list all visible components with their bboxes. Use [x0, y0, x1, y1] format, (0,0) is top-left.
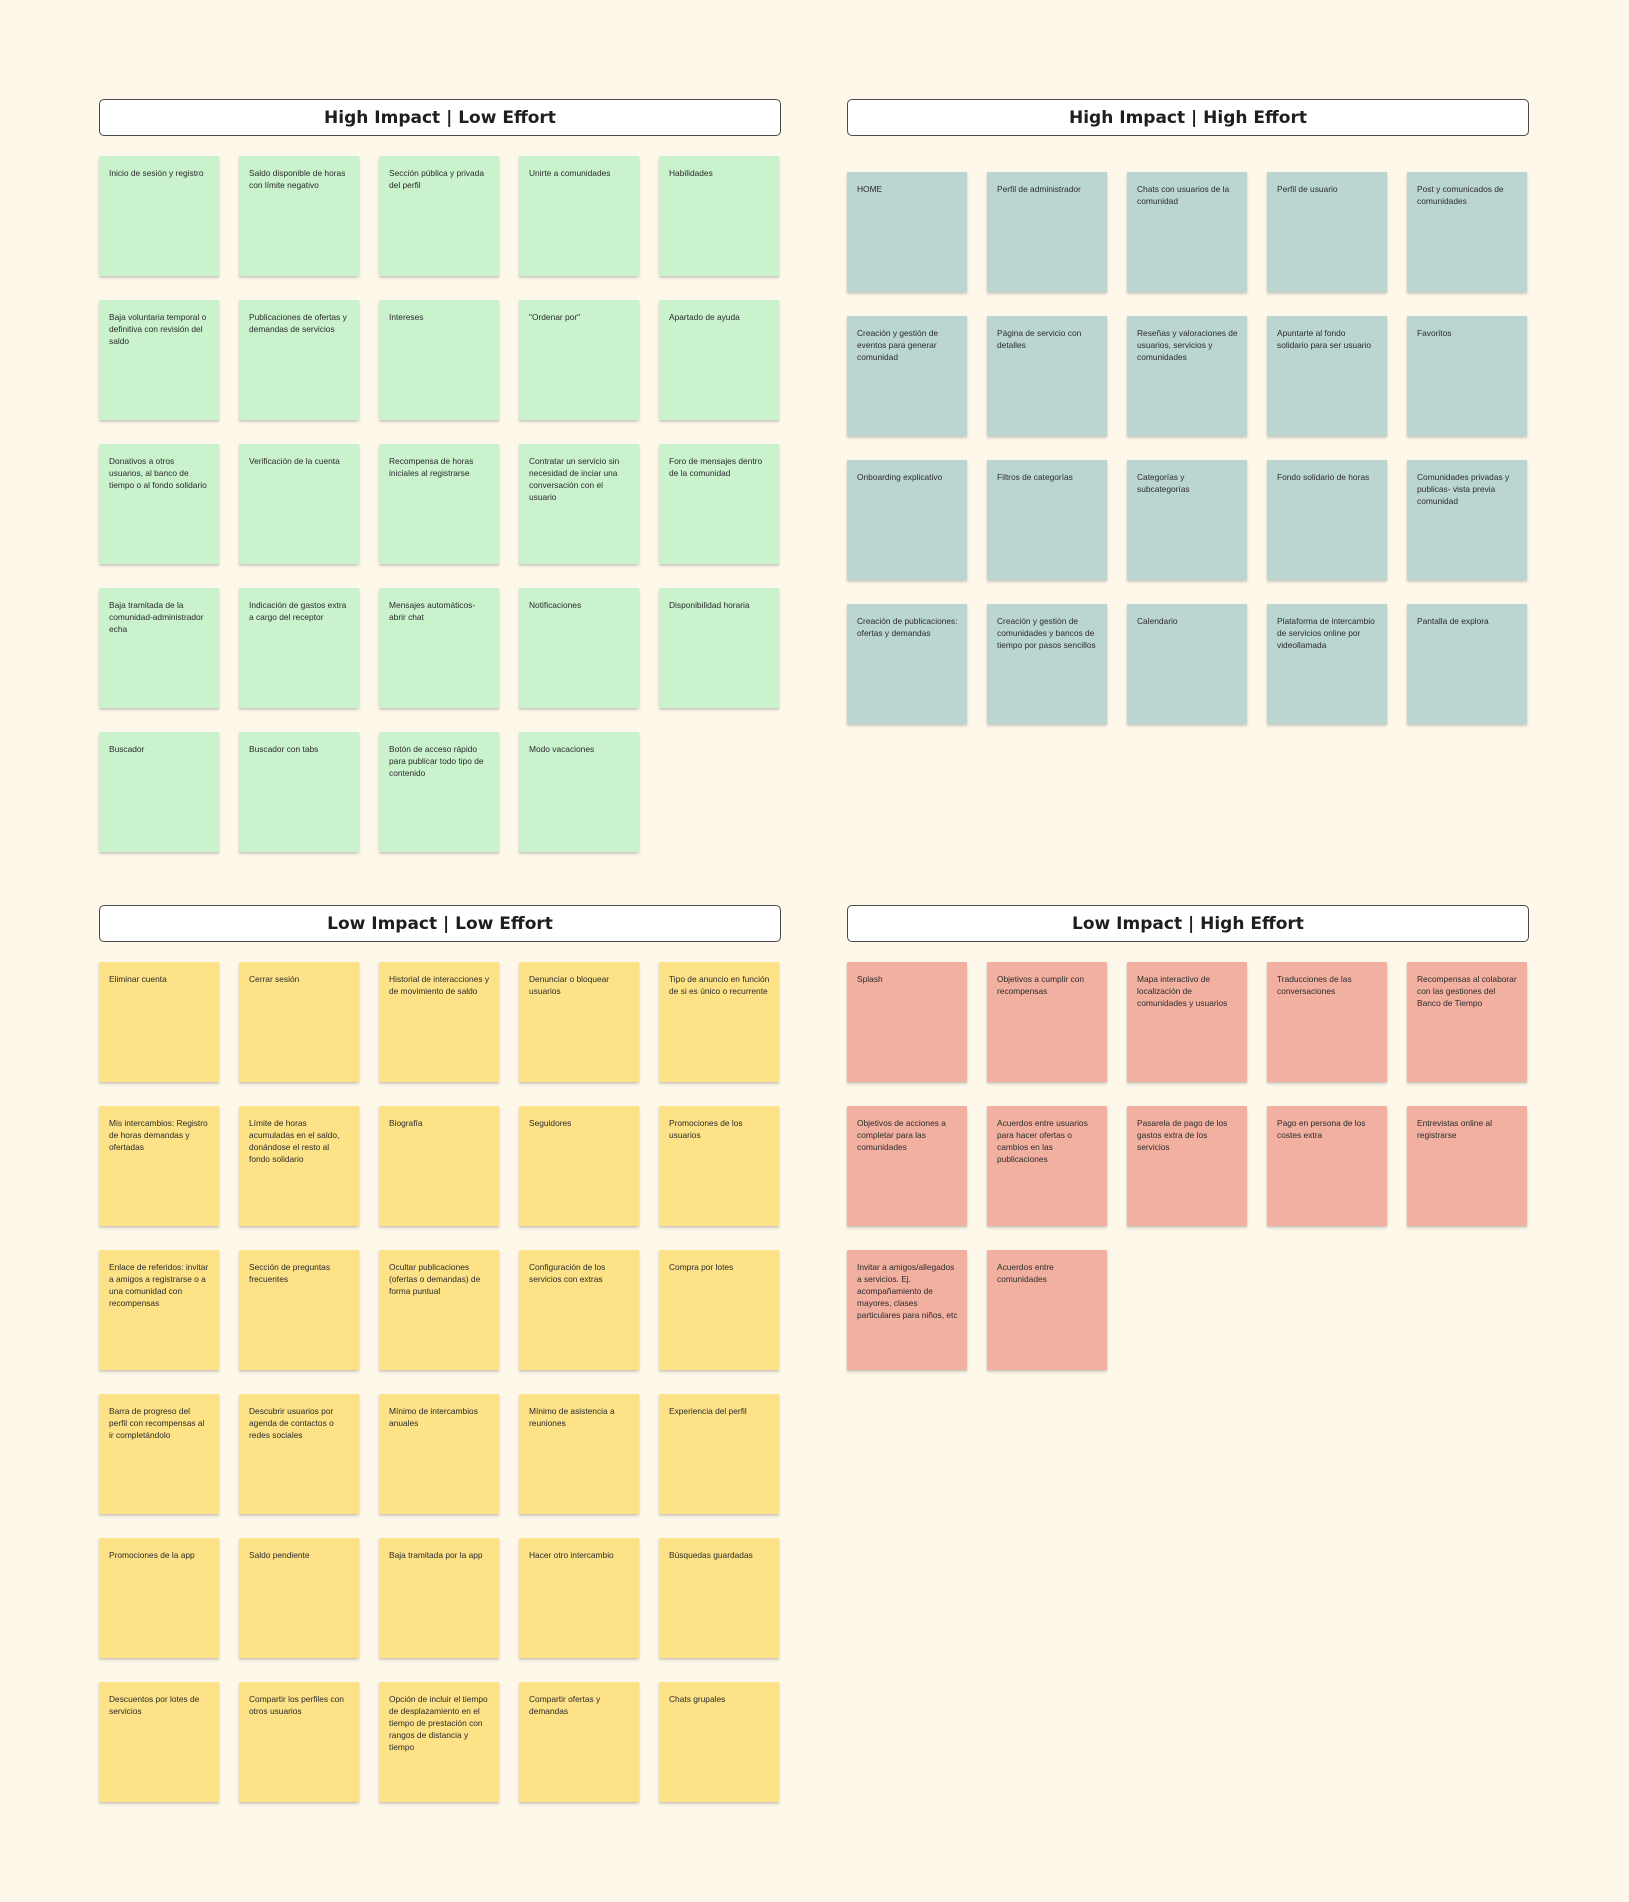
- quadrant-low-impact-high-effort: Low Impact | High Effort Splash Objetivos…: [847, 905, 1529, 1370]
- sticky-note[interactable]: Historial de interacciones y de movimien…: [379, 962, 499, 1082]
- sticky-note[interactable]: Compartir ofertas y demandas: [519, 1682, 639, 1802]
- sticky-note[interactable]: Saldo pendiente: [239, 1538, 359, 1658]
- sticky-note[interactable]: Acuerdos entre comunidades: [987, 1250, 1107, 1370]
- sticky-note[interactable]: Experiencia del perfil: [659, 1394, 779, 1514]
- sticky-note[interactable]: Objetivos de acciones a completar para l…: [847, 1106, 967, 1226]
- sticky-note[interactable]: Reseñas y valoraciones de usuarios, serv…: [1127, 316, 1247, 436]
- sticky-note[interactable]: Promociones de los usuarios: [659, 1106, 779, 1226]
- sticky-note[interactable]: Denunciar o bloquear usuarios: [519, 962, 639, 1082]
- sticky-note-grid: Splash Objetivos a cumplir con recompensa…: [847, 962, 1529, 1370]
- sticky-note[interactable]: Calendario: [1127, 604, 1247, 724]
- sticky-note[interactable]: Publicaciones de ofertas y demandas de s…: [239, 300, 359, 420]
- sticky-note[interactable]: Configuración de los servicios con extra…: [519, 1250, 639, 1370]
- sticky-note[interactable]: Mapa interactivo de localización de comu…: [1127, 962, 1247, 1082]
- sticky-note[interactable]: Entrevistas online al registrarse: [1407, 1106, 1527, 1226]
- sticky-note[interactable]: Creación y gestión de eventos para gener…: [847, 316, 967, 436]
- sticky-note[interactable]: Sección de preguntas frecuentes: [239, 1250, 359, 1370]
- sticky-note[interactable]: "Ordenar por": [519, 300, 639, 420]
- sticky-note[interactable]: Pantalla de explora: [1407, 604, 1527, 724]
- sticky-note[interactable]: Biografía: [379, 1106, 499, 1226]
- sticky-note[interactable]: Sección pública y privada del perfil: [379, 156, 499, 276]
- sticky-note[interactable]: Intereses: [379, 300, 499, 420]
- sticky-note[interactable]: Eliminar cuenta: [99, 962, 219, 1082]
- sticky-note[interactable]: Tipo de anuncio en función de si es únic…: [659, 962, 779, 1082]
- sticky-note[interactable]: Barra de progreso del perfil con recompe…: [99, 1394, 219, 1514]
- sticky-note[interactable]: Apartado de ayuda: [659, 300, 779, 420]
- sticky-note[interactable]: Creación de publicaciones: ofertas y dem…: [847, 604, 967, 724]
- sticky-note[interactable]: Descuentos por lotes de servicios: [99, 1682, 219, 1802]
- quadrant-title: High Impact | Low Effort: [99, 99, 781, 136]
- sticky-note[interactable]: Onboarding explicativo: [847, 460, 967, 580]
- sticky-note[interactable]: Donativos a otros usuarios, al banco de …: [99, 444, 219, 564]
- sticky-note[interactable]: Descubrir usuarios por agenda de contact…: [239, 1394, 359, 1514]
- sticky-note[interactable]: Saldo disponible de horas con límite neg…: [239, 156, 359, 276]
- sticky-note[interactable]: Apuntarte al fondo solidario para ser us…: [1267, 316, 1387, 436]
- sticky-note[interactable]: Comunidades privadas y publicas- vista p…: [1407, 460, 1527, 580]
- sticky-note[interactable]: Acuerdos entre usuarios para hacer ofert…: [987, 1106, 1107, 1226]
- sticky-note[interactable]: Notificaciones: [519, 588, 639, 708]
- sticky-note[interactable]: Buscador: [99, 732, 219, 852]
- sticky-note[interactable]: HOME: [847, 172, 967, 292]
- sticky-note[interactable]: Pasarela de pago de los gastos extra de …: [1127, 1106, 1247, 1226]
- sticky-note[interactable]: Mínimo de intercambios anuales: [379, 1394, 499, 1514]
- sticky-note[interactable]: Fondo solidario de horas: [1267, 460, 1387, 580]
- sticky-note[interactable]: Ocultar publicaciones (ofertas o demanda…: [379, 1250, 499, 1370]
- sticky-note[interactable]: Splash: [847, 962, 967, 1082]
- sticky-note[interactable]: Creación y gestión de comunidades y banc…: [987, 604, 1107, 724]
- sticky-note[interactable]: Búsquedas guardadas: [659, 1538, 779, 1658]
- sticky-note[interactable]: Plataforma de intercambio de servicios o…: [1267, 604, 1387, 724]
- sticky-note[interactable]: Pago en persona de los costes extra: [1267, 1106, 1387, 1226]
- sticky-note[interactable]: Objetivos a cumplir con recompensas: [987, 962, 1107, 1082]
- quadrant-high-impact-low-effort: High Impact | Low Effort Inicio de sesió…: [99, 99, 781, 852]
- quadrant-low-impact-low-effort: Low Impact | Low Effort Eliminar cuenta C…: [99, 905, 781, 1802]
- sticky-note[interactable]: Favoritos: [1407, 316, 1527, 436]
- sticky-note[interactable]: Chats con usuarios de la comunidad: [1127, 172, 1247, 292]
- sticky-note[interactable]: Categorías y subcategorías: [1127, 460, 1247, 580]
- sticky-note-grid: Inicio de sesión y registro Saldo disponi…: [99, 156, 781, 852]
- sticky-note[interactable]: Inicio de sesión y registro: [99, 156, 219, 276]
- sticky-note-grid: HOME Perfil de administrador Chats con usu…: [847, 172, 1529, 724]
- sticky-note[interactable]: Límite de horas acumuladas en el saldo, …: [239, 1106, 359, 1226]
- sticky-note[interactable]: Botón de acceso rápido para publicar tod…: [379, 732, 499, 852]
- sticky-note[interactable]: Disponibilidad horaria: [659, 588, 779, 708]
- sticky-note[interactable]: Compra por lotes: [659, 1250, 779, 1370]
- quadrant-title: Low Impact | Low Effort: [99, 905, 781, 942]
- sticky-note[interactable]: Recompensa de horas iniciales al registr…: [379, 444, 499, 564]
- sticky-note[interactable]: Habilidades: [659, 156, 779, 276]
- sticky-note[interactable]: Enlace de referidos: invitar a amigos a …: [99, 1250, 219, 1370]
- sticky-note[interactable]: Verificación de la cuenta: [239, 444, 359, 564]
- sticky-note[interactable]: Baja tramitada por la app: [379, 1538, 499, 1658]
- sticky-note[interactable]: Perfil de usuario: [1267, 172, 1387, 292]
- sticky-note[interactable]: Post y comunicados de comunidades: [1407, 172, 1527, 292]
- sticky-note[interactable]: Invitar a amigos/allegados a servicios. …: [847, 1250, 967, 1370]
- sticky-note[interactable]: Hacer otro intercambio: [519, 1538, 639, 1658]
- sticky-note[interactable]: Indicación de gastos extra a cargo del r…: [239, 588, 359, 708]
- sticky-note[interactable]: Mis intercambios: Registro de horas dema…: [99, 1106, 219, 1226]
- sticky-note[interactable]: Buscador con tabs: [239, 732, 359, 852]
- quadrant-title: Low Impact | High Effort: [847, 905, 1529, 942]
- sticky-note[interactable]: Foro de mensajes dentro de la comunidad: [659, 444, 779, 564]
- sticky-note[interactable]: Modo vacaciones: [519, 732, 639, 852]
- sticky-note[interactable]: Perfil de administrador: [987, 172, 1107, 292]
- sticky-note[interactable]: Filtros de categorías: [987, 460, 1107, 580]
- sticky-note[interactable]: Página de servicio con detalles: [987, 316, 1107, 436]
- sticky-note[interactable]: Baja tramitada de la comunidad-administr…: [99, 588, 219, 708]
- sticky-note[interactable]: Traducciones de las conversaciones: [1267, 962, 1387, 1082]
- quadrant-high-impact-high-effort: High Impact | High Effort HOME Perfil de …: [847, 99, 1529, 724]
- sticky-note[interactable]: Seguidores: [519, 1106, 639, 1226]
- sticky-note[interactable]: Mensajes automáticos-abrir chat: [379, 588, 499, 708]
- quadrant-title: High Impact | High Effort: [847, 99, 1529, 136]
- sticky-note[interactable]: Contratar un servicio sin necesidad de i…: [519, 444, 639, 564]
- sticky-note[interactable]: Mínimo de asistencia a reuniones: [519, 1394, 639, 1514]
- sticky-note[interactable]: Recompensas al colaborar con las gestion…: [1407, 962, 1527, 1082]
- sticky-note[interactable]: Opción de incluir el tiempo de desplazam…: [379, 1682, 499, 1802]
- sticky-note[interactable]: Chats grupales: [659, 1682, 779, 1802]
- sticky-note[interactable]: Compartir los perfiles con otros usuario…: [239, 1682, 359, 1802]
- sticky-note[interactable]: Promociones de la app: [99, 1538, 219, 1658]
- sticky-note[interactable]: Baja voluntaria temporal o definitiva co…: [99, 300, 219, 420]
- sticky-note[interactable]: Unirte a comunidades: [519, 156, 639, 276]
- sticky-note-grid: Eliminar cuenta Cerrar sesión Historial de…: [99, 962, 781, 1802]
- sticky-note[interactable]: Cerrar sesión: [239, 962, 359, 1082]
